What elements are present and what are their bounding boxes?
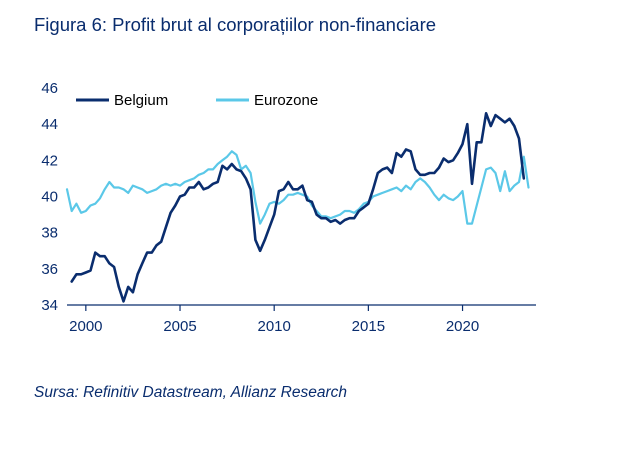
- legend-label-eurozone: Eurozone: [254, 92, 318, 109]
- legend-label-belgium: Belgium: [114, 92, 168, 109]
- x-axis: 2000 2005 2010 2015 2020: [67, 304, 536, 335]
- series-line-eurozone: [65, 150, 530, 225]
- chart-title: Figura 6: Profit brut al corporațiilor n…: [34, 14, 437, 35]
- y-axis-tick-labels: 34 36 38 40 42 44 46: [41, 80, 58, 314]
- y-tick-label: 38: [41, 225, 58, 242]
- series-lines: [65, 112, 530, 303]
- y-tick-label: 36: [41, 261, 58, 278]
- y-tick-label: 42: [41, 152, 58, 169]
- x-tick-label: 2020: [446, 318, 479, 335]
- y-tick-label: 34: [41, 297, 58, 314]
- x-tick-label: 2015: [352, 318, 385, 335]
- legend: Belgium Eurozone: [76, 92, 318, 109]
- y-tick-label: 40: [41, 189, 58, 206]
- y-tick-label: 46: [41, 80, 58, 97]
- x-tick-label: 2000: [69, 318, 102, 335]
- x-tick-label: 2005: [163, 318, 196, 335]
- y-tick-label: 44: [41, 116, 58, 133]
- source-note: Sursa: Refinitiv Datastream, Allianz Res…: [34, 384, 347, 401]
- series-line-belgium: [70, 112, 526, 303]
- x-tick-label: 2010: [258, 318, 291, 335]
